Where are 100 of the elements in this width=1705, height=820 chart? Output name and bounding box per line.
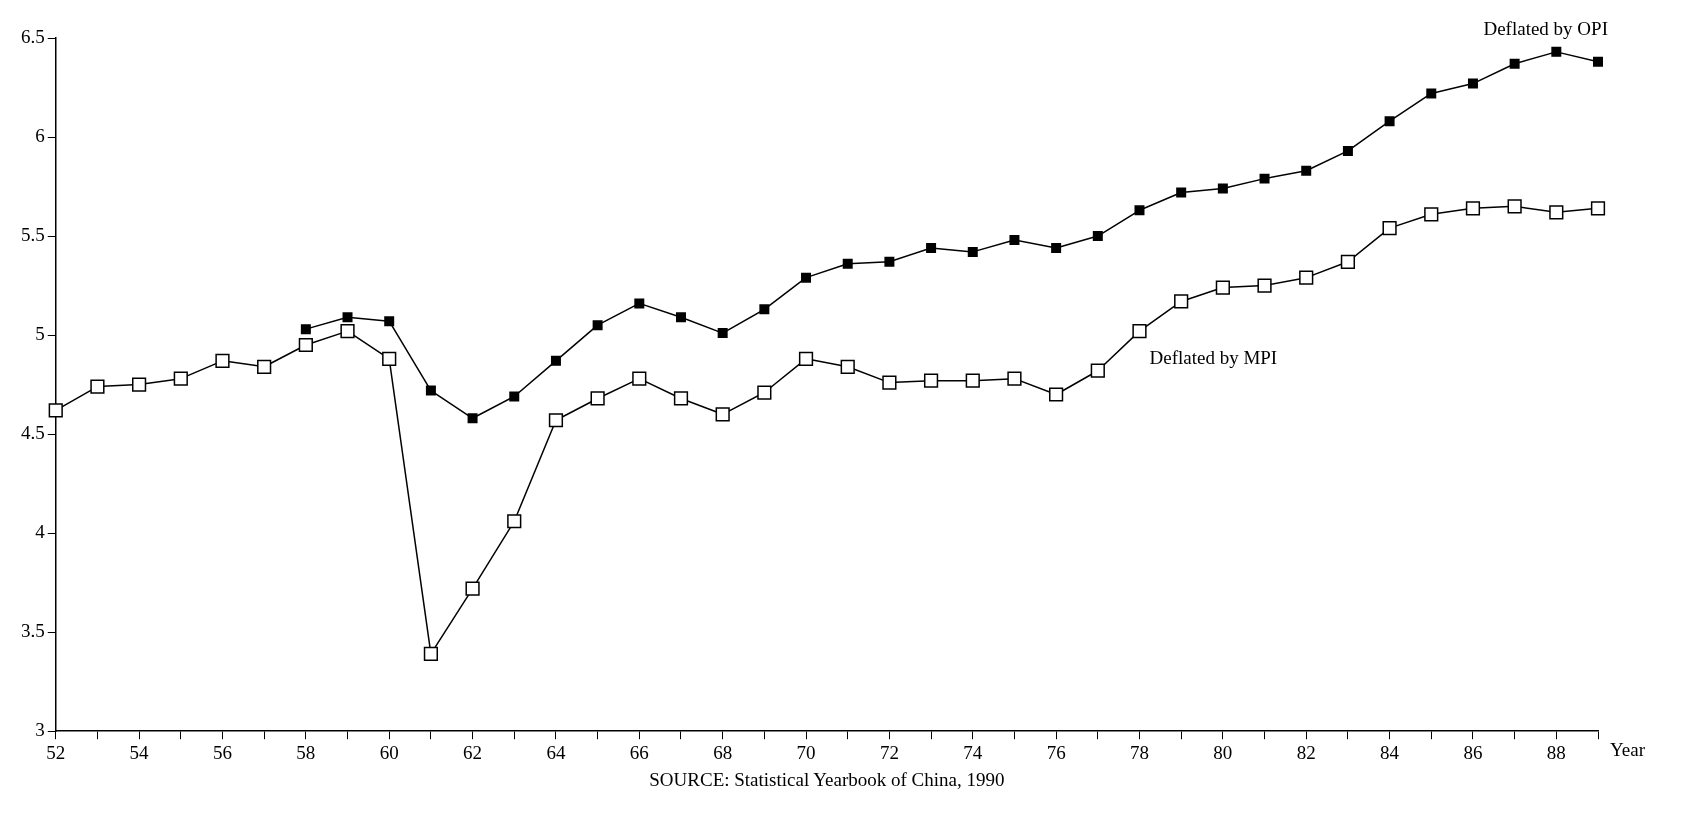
point	[215, 353, 230, 368]
point	[1217, 183, 1228, 194]
x-tick-label: 86	[1463, 741, 1483, 763]
x-tick-label: 80	[1213, 741, 1233, 763]
point	[840, 359, 855, 374]
point	[173, 371, 188, 386]
point	[1551, 46, 1562, 57]
point	[300, 324, 311, 335]
x-tick-label: 64	[546, 741, 566, 763]
x-axis-title: Year	[1610, 738, 1646, 760]
y-tick-label: 5.5	[21, 224, 45, 246]
y-tick-label: 4.5	[21, 422, 45, 444]
point	[1509, 58, 1520, 69]
point	[1340, 254, 1356, 269]
point	[548, 413, 564, 428]
point	[1424, 207, 1439, 222]
point	[1051, 242, 1062, 253]
point	[634, 298, 645, 309]
point	[465, 581, 480, 596]
point	[590, 391, 605, 406]
point	[675, 312, 686, 323]
point	[632, 371, 647, 386]
point	[592, 320, 603, 331]
point	[257, 359, 272, 374]
point	[965, 373, 980, 388]
point	[1593, 56, 1603, 67]
point	[1342, 145, 1353, 156]
x-tick-label: 76	[1046, 741, 1066, 763]
point	[1257, 278, 1272, 293]
point	[801, 272, 812, 283]
point	[1009, 235, 1020, 246]
x-tick-label: 58	[296, 741, 316, 763]
y-tick-label: 3	[35, 719, 45, 741]
x-tick-label: 88	[1546, 741, 1566, 763]
point	[673, 391, 689, 406]
point	[1507, 199, 1522, 214]
point	[1174, 294, 1189, 309]
source-note: SOURCE: Statistical Yearbook of China, 1990	[649, 769, 1005, 791]
x-tick-label: 68	[713, 741, 733, 763]
point	[48, 403, 63, 418]
series-label: Deflated by OPI	[1483, 18, 1608, 40]
point	[1176, 187, 1187, 198]
point	[884, 256, 895, 267]
point	[1299, 270, 1314, 285]
point	[1301, 165, 1312, 176]
point	[1467, 78, 1478, 89]
point	[1007, 371, 1022, 386]
point	[759, 304, 770, 315]
point	[926, 242, 937, 253]
y-tick-label: 6	[35, 125, 45, 147]
point	[509, 391, 520, 402]
point	[1132, 324, 1147, 339]
x-tick-label: 56	[212, 741, 232, 763]
point	[1090, 363, 1105, 378]
point	[1549, 205, 1564, 220]
point	[1049, 387, 1064, 402]
point	[1590, 201, 1606, 216]
point	[507, 514, 522, 529]
point	[1384, 116, 1395, 127]
x-tick-label: 52	[46, 741, 66, 763]
y-tick-label: 4	[35, 521, 46, 543]
point	[425, 385, 436, 396]
point	[342, 312, 353, 323]
point	[1382, 221, 1397, 236]
point	[1465, 201, 1481, 216]
point	[715, 407, 730, 422]
point	[423, 646, 439, 662]
x-tick-label: 62	[463, 741, 483, 763]
x-tick-label: 74	[963, 741, 983, 763]
point	[384, 316, 395, 327]
point	[1215, 280, 1230, 295]
x-tick-label: 78	[1129, 741, 1149, 763]
point	[132, 377, 147, 392]
point	[1134, 205, 1145, 216]
point	[340, 324, 355, 339]
point	[757, 385, 772, 400]
series-label: Deflated by MPI	[1149, 346, 1278, 368]
y-tick-label: 5	[35, 323, 45, 345]
x-tick-label: 54	[129, 741, 150, 763]
x-tick-label: 70	[796, 741, 816, 763]
point	[967, 246, 978, 257]
y-tick-label: 6.5	[21, 25, 45, 47]
point	[717, 328, 728, 339]
y-tick-label: 3.5	[21, 620, 45, 642]
point	[882, 375, 897, 390]
point	[382, 351, 397, 366]
point	[1092, 231, 1103, 242]
point	[298, 337, 313, 353]
point	[467, 413, 478, 424]
point	[923, 373, 939, 388]
point	[90, 379, 105, 394]
point	[550, 355, 561, 366]
point	[1426, 88, 1437, 99]
x-tick-label: 66	[629, 741, 649, 763]
x-tick-label: 82	[1296, 741, 1316, 763]
point	[842, 258, 853, 269]
point	[798, 351, 814, 366]
x-tick-label: 84	[1380, 741, 1400, 763]
point	[1259, 173, 1270, 184]
x-tick-label: 72	[879, 741, 899, 763]
